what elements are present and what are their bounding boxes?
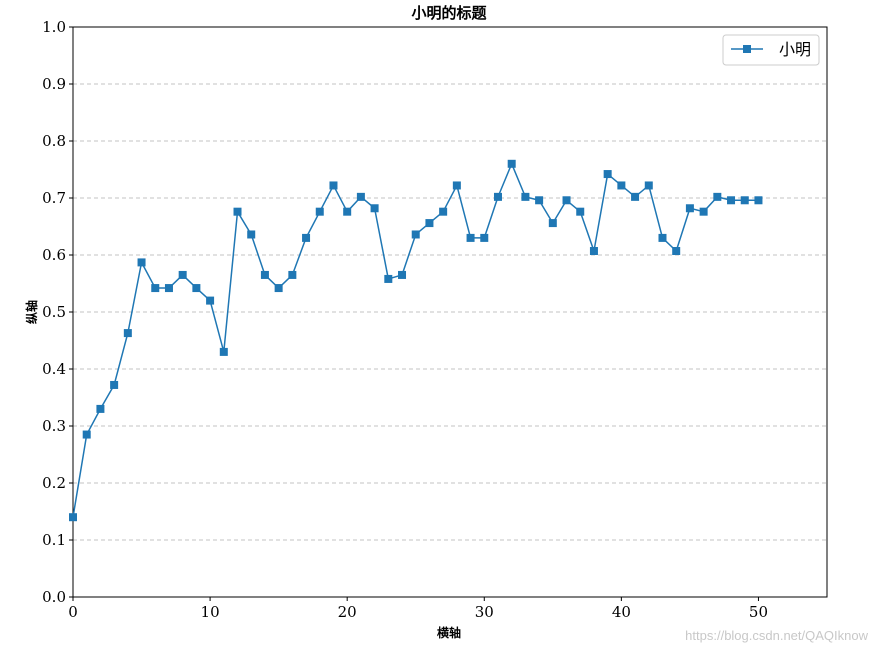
data-point-4 [123, 329, 132, 338]
data-point-26 [425, 219, 434, 228]
data-point-29 [466, 233, 475, 242]
data-point-47 [713, 192, 722, 201]
legend-marker-swatch [743, 45, 751, 53]
data-point-46 [699, 207, 708, 216]
data-point-31 [493, 192, 502, 201]
x-tick-label-1: 10 [201, 603, 220, 621]
data-point-15 [274, 284, 283, 293]
data-point-0 [69, 513, 77, 522]
chart-title: 小明的标题 [411, 4, 487, 22]
data-point-35 [548, 219, 557, 228]
y-tick-label-10: 1.0 [42, 18, 66, 36]
y-axis-ticks: 0.0 0.1 0.2 0.3 0.4 0.5 0.6 0.7 0.8 0.9 1.0 [42, 18, 73, 606]
x-axis-ticks: 0 10 20 30 40 50 [68, 597, 768, 621]
y-tick-label-7: 0.7 [42, 189, 66, 207]
y-tick-label-4: 0.4 [42, 360, 66, 378]
series-line-0 [72, 163, 759, 518]
data-point-25 [411, 230, 420, 239]
y-tick-label-0: 0.0 [42, 588, 66, 606]
legend: 小明 [722, 34, 820, 66]
data-point-43 [658, 233, 667, 242]
data-point-40 [617, 181, 626, 190]
legend-box [722, 34, 820, 66]
y-axis-label: 纵轴 [24, 300, 39, 324]
data-point-30 [480, 233, 489, 242]
data-point-5 [137, 258, 146, 267]
data-point-9 [192, 284, 201, 293]
data-point-49 [740, 196, 749, 205]
y-tick-label-5: 0.5 [42, 303, 66, 321]
data-point-20 [343, 207, 352, 216]
data-point-36 [562, 196, 571, 205]
data-point-2 [96, 404, 105, 413]
x-tick-label-5: 50 [749, 603, 768, 621]
data-point-28 [452, 181, 461, 190]
data-point-48 [727, 196, 736, 205]
data-point-18 [315, 207, 324, 216]
data-point-50 [754, 196, 763, 205]
data-point-3 [110, 380, 119, 389]
data-point-17 [302, 233, 311, 242]
series-xiaoming [69, 159, 763, 522]
data-point-22 [370, 204, 379, 213]
data-point-27 [439, 207, 448, 216]
grid-lines [73, 26, 827, 598]
x-tick-label-4: 40 [612, 603, 631, 621]
data-point-41 [631, 192, 640, 201]
data-point-33 [521, 192, 530, 201]
y-tick-label-6: 0.6 [42, 246, 66, 264]
x-tick-label-0: 0 [68, 603, 78, 621]
data-point-24 [398, 270, 407, 279]
legend-label: 小明 [779, 40, 811, 59]
data-point-14 [260, 270, 269, 279]
data-point-44 [672, 247, 681, 256]
y-tick-label-1: 0.1 [42, 531, 66, 549]
y-tick-label-9: 0.9 [42, 75, 66, 93]
data-point-34 [535, 196, 544, 205]
data-point-1 [82, 430, 91, 439]
data-point-6 [151, 284, 160, 293]
data-point-7 [164, 284, 173, 293]
y-tick-label-8: 0.8 [42, 132, 66, 150]
data-point-39 [603, 170, 612, 179]
data-point-45 [685, 204, 694, 213]
data-point-32 [507, 159, 516, 168]
data-point-8 [178, 270, 187, 279]
y-tick-label-3: 0.3 [42, 417, 66, 435]
data-point-11 [219, 347, 228, 356]
data-point-37 [576, 207, 585, 216]
watermark: https://blog.csdn.net/QAQIknow [685, 628, 868, 643]
data-point-12 [233, 207, 242, 216]
data-point-16 [288, 270, 297, 279]
data-point-21 [356, 192, 365, 201]
data-point-19 [329, 181, 338, 190]
data-point-38 [589, 247, 598, 256]
x-tick-label-3: 30 [475, 603, 494, 621]
data-point-42 [644, 181, 653, 190]
x-tick-label-2: 20 [338, 603, 357, 621]
y-tick-label-2: 0.2 [42, 474, 66, 492]
data-point-10 [206, 296, 215, 305]
data-point-23 [384, 274, 393, 283]
data-point-13 [247, 230, 256, 239]
x-axis-label: 横轴 [437, 625, 461, 640]
